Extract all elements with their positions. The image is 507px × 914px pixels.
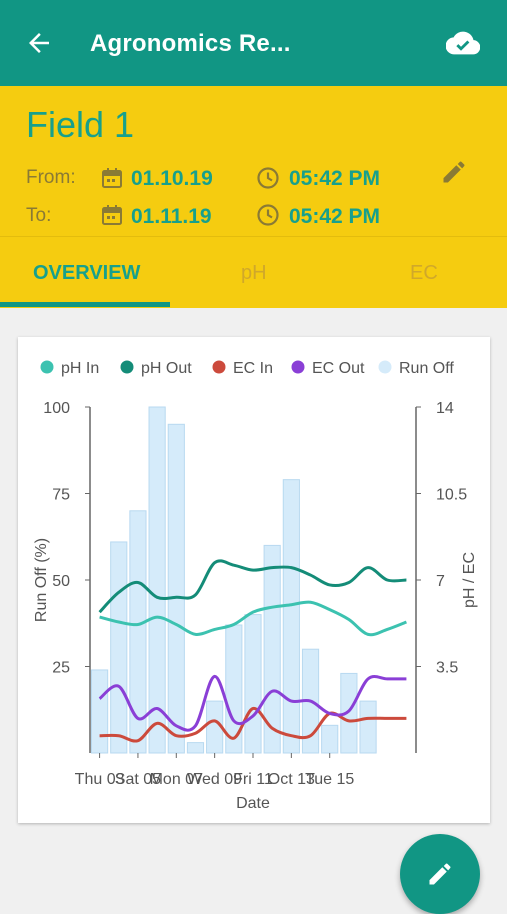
run-off-bar bbox=[244, 614, 262, 754]
x-axis-title: Date bbox=[236, 795, 270, 812]
run-off-bar bbox=[282, 479, 300, 754]
edit-icon[interactable] bbox=[440, 158, 468, 186]
to-date[interactable]: 01.11.19 bbox=[131, 205, 212, 228]
y-tick-label: 100 bbox=[43, 400, 70, 417]
legend-marker-ph-out bbox=[120, 360, 134, 374]
y-tick-label: 75 bbox=[52, 487, 70, 504]
app-bar: Agronomics Re... bbox=[0, 0, 507, 86]
tab-indicator bbox=[0, 302, 170, 307]
field-header bbox=[0, 86, 507, 308]
y2-tick-label: 7 bbox=[436, 573, 445, 590]
x-tick-label: Thu 03 bbox=[75, 771, 125, 788]
y-axis-title: Run Off (%) bbox=[33, 538, 50, 622]
legend-marker-ec-in bbox=[212, 360, 226, 374]
y2-tick-label: 3.5 bbox=[436, 660, 458, 677]
from-label: From: bbox=[26, 167, 76, 188]
y2-axis-title: pH / EC bbox=[461, 552, 478, 608]
legend-marker-run-off bbox=[378, 360, 392, 374]
run-off-bars bbox=[91, 406, 377, 754]
run-off-bar bbox=[263, 544, 281, 754]
legend-label-ph-in: pH In bbox=[61, 360, 99, 377]
x-tick-label: Wed 09 bbox=[187, 771, 242, 788]
line-ph-out bbox=[98, 559, 407, 614]
legend-label-ec-out: EC Out bbox=[312, 360, 365, 377]
chart-card: pH In pH Out EC In EC Out Run Off 25 50 75 100 3… bbox=[18, 337, 490, 823]
x-tick-label: Oct 13 bbox=[268, 771, 315, 788]
calendar-icon[interactable] bbox=[100, 166, 124, 190]
run-off-bar bbox=[321, 724, 339, 754]
legend-label-ph-out: pH Out bbox=[141, 360, 192, 377]
y-tick-label: 50 bbox=[52, 573, 70, 590]
y2-tick-label: 10.5 bbox=[436, 487, 467, 504]
x-tick-label: Mon 07 bbox=[150, 771, 203, 788]
y-tick-label: 25 bbox=[52, 660, 70, 677]
x-tick-label: Tue 15 bbox=[305, 771, 354, 788]
chart: pH In pH Out EC In EC Out Run Off 25 50 75 100 3… bbox=[33, 360, 478, 812]
to-label: To: bbox=[26, 205, 52, 226]
chart-legend: pH In pH Out EC In EC Out Run Off bbox=[40, 360, 454, 377]
line-ph-in bbox=[99, 600, 407, 637]
run-off-bar bbox=[359, 700, 377, 754]
legend-label-run-off: Run Off bbox=[399, 360, 454, 377]
cloud-done-icon[interactable] bbox=[446, 30, 480, 56]
run-off-bar bbox=[110, 541, 128, 754]
app-title: Agronomics Re... bbox=[90, 30, 291, 57]
tab-overview[interactable]: OVERVIEW bbox=[33, 262, 141, 284]
tab-ec[interactable]: EC bbox=[410, 262, 438, 284]
field-name: Field 1 bbox=[26, 104, 135, 145]
run-off-bar bbox=[148, 406, 166, 754]
legend-marker-ec-out bbox=[291, 360, 305, 374]
header-divider bbox=[0, 236, 507, 237]
run-off-bar bbox=[167, 423, 185, 754]
legend-label-ec-in: EC In bbox=[233, 360, 273, 377]
clock-icon[interactable] bbox=[256, 166, 280, 190]
run-off-bar bbox=[340, 672, 358, 754]
calendar-icon[interactable] bbox=[100, 203, 124, 227]
from-date[interactable]: 01.10.19 bbox=[131, 167, 213, 190]
edit-fab-button[interactable] bbox=[400, 834, 480, 914]
from-time[interactable]: 05:42 PM bbox=[289, 167, 381, 190]
x-tick-label: Sat 05 bbox=[115, 771, 161, 788]
x-tick-label: Fri 11 bbox=[233, 771, 273, 788]
run-off-bar bbox=[91, 669, 109, 754]
legend-marker-ph-in bbox=[40, 360, 54, 374]
arrow-back-icon[interactable] bbox=[24, 28, 54, 58]
line-ec-in bbox=[99, 707, 407, 743]
run-off-bar bbox=[186, 742, 205, 754]
clock-icon[interactable] bbox=[256, 203, 280, 227]
to-time[interactable]: 05:42 PM bbox=[289, 205, 381, 228]
chart-lines bbox=[98, 559, 407, 743]
line-ec-out bbox=[98, 674, 407, 732]
y2-tick-label: 14 bbox=[436, 400, 454, 417]
edit-icon bbox=[429, 863, 451, 885]
tab-ph[interactable]: pH bbox=[241, 262, 267, 284]
